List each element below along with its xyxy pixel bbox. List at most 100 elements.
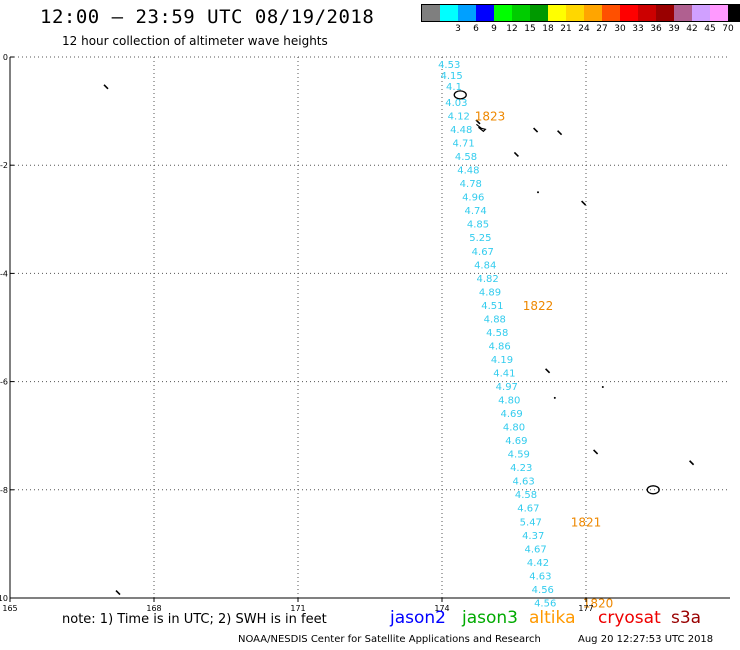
swh-value: 4.80 — [498, 396, 520, 407]
legend-swatch — [548, 5, 566, 21]
swh-value: 4.58 — [515, 490, 537, 501]
swh-value: 4.58 — [486, 328, 508, 339]
island-outline — [557, 130, 563, 136]
lat-tick-label: 0 — [3, 53, 8, 62]
island-outline — [581, 200, 587, 206]
swh-value: 4.37 — [522, 531, 544, 542]
swh-value: 4.69 — [500, 409, 522, 420]
swh-value: 4.97 — [496, 382, 518, 393]
legend-swatch — [566, 5, 584, 21]
legend-label: 21 — [560, 24, 572, 34]
altimeter-track: 4.534.154.1 4.03 4.12 4.48 4.71 4.58 4.48 4.78 4… — [438, 60, 556, 609]
swh-value: 4.67 — [472, 247, 494, 258]
lon-tick-label: 168 — [146, 604, 161, 613]
swh-value: 4.56 — [532, 585, 554, 596]
island-outline — [513, 151, 519, 157]
lat-tick-label: -2 — [0, 161, 8, 170]
pass-times: 1823 1822 1821 1820 — [475, 110, 614, 611]
legend-label: 12 — [506, 24, 518, 34]
swh-value: 4.19 — [491, 355, 513, 366]
map-subtitle: 12 hour collection of altimeter wave hei… — [62, 34, 328, 48]
island-outline — [601, 386, 604, 389]
swh-value: 5.47 — [520, 517, 542, 528]
pass-time-label: 1822 — [523, 299, 554, 313]
lat-tick-label: -8 — [0, 486, 8, 495]
legend-swatch — [710, 5, 728, 21]
swh-value: 4.1 — [446, 82, 462, 93]
lon-tick-label: 171 — [290, 604, 305, 613]
satellite-jason2: jason2 — [390, 608, 446, 628]
swh-value: 4.12 — [448, 112, 470, 123]
legend-label: 18 — [542, 24, 554, 34]
swh-value: 4.88 — [484, 314, 506, 325]
swh-value: 4.89 — [479, 287, 501, 298]
legend-label: 70 — [722, 24, 734, 34]
legend-label: 27 — [596, 24, 608, 34]
swh-value: 4.63 — [529, 571, 551, 582]
pass-time-label: 1821 — [571, 515, 602, 529]
legend-label: 9 — [491, 24, 497, 34]
legend-swatch — [584, 5, 602, 21]
island-outline — [545, 368, 551, 374]
legend-label: 45 — [704, 24, 716, 34]
swh-value: 4.48 — [457, 166, 479, 177]
swh-value: 4.63 — [512, 477, 534, 488]
swh-value: 4.42 — [527, 558, 549, 569]
satellite-s3a: s3a — [671, 608, 702, 628]
swh-value: 4.58 — [455, 152, 477, 163]
satellite-altika: altika — [529, 608, 576, 628]
legend-color-bar — [421, 4, 740, 22]
legend-swatch — [656, 5, 674, 21]
swh-value: 4.23 — [510, 463, 532, 474]
legend-swatch — [620, 5, 638, 21]
lon-tick-label: 177 — [578, 604, 593, 613]
island-outline — [533, 127, 539, 133]
legend-swatch — [458, 5, 476, 21]
swh-value: 4.80 — [503, 423, 525, 434]
generated-timestamp: Aug 20 12:27:53 UTC 2018 — [578, 634, 714, 645]
legend-swatch — [674, 5, 692, 21]
island-outlines — [103, 84, 695, 596]
legend-label: 15 — [524, 24, 536, 34]
swh-value: 4.69 — [505, 436, 527, 447]
island-outline — [646, 485, 660, 495]
island-outline — [115, 590, 121, 596]
swh-value: 4.96 — [462, 193, 484, 204]
satellite-jason3: jason3 — [462, 608, 518, 628]
lon-tick-label: 165 — [2, 604, 17, 613]
legend-swatch — [512, 5, 530, 21]
swh-value: 4.86 — [488, 341, 510, 352]
swh-value: 4.67 — [517, 504, 539, 515]
island-outline — [553, 396, 556, 399]
island-outline — [476, 123, 487, 133]
island-outline — [689, 460, 695, 466]
swh-value: 4.85 — [467, 220, 489, 231]
legend-label: 39 — [668, 24, 680, 34]
credit-line: NOAA/NESDIS Center for Satellite Applica… — [238, 634, 541, 645]
legend-label: 42 — [686, 24, 698, 34]
satellite-cryosat: cryosat — [598, 608, 661, 628]
legend-swatch — [422, 5, 440, 21]
swh-value: 4.03 — [445, 98, 467, 109]
legend-label: 33 — [632, 24, 644, 34]
swh-value: 4.74 — [464, 206, 486, 217]
swh-value: 4.48 — [450, 125, 472, 136]
swh-value: 4.59 — [508, 450, 530, 461]
legend-label: 24 — [578, 24, 590, 34]
swh-value: 4.15 — [440, 71, 462, 82]
legend-label: 3 — [455, 24, 461, 34]
legend-swatch — [692, 5, 710, 21]
swh-value: 4.41 — [493, 368, 515, 379]
pass-time-label: 1823 — [475, 110, 506, 124]
island-outline — [537, 191, 539, 194]
swh-value: 4.78 — [460, 179, 482, 190]
lon-tick-label: 174 — [434, 604, 449, 613]
map-title: 12:00 – 23:59 UTC 08/19/2018 — [40, 6, 375, 28]
legend-swatch — [638, 5, 656, 21]
legend-swatch — [440, 5, 458, 21]
swh-value: 5.25 — [469, 233, 491, 244]
island-outline — [103, 84, 109, 90]
